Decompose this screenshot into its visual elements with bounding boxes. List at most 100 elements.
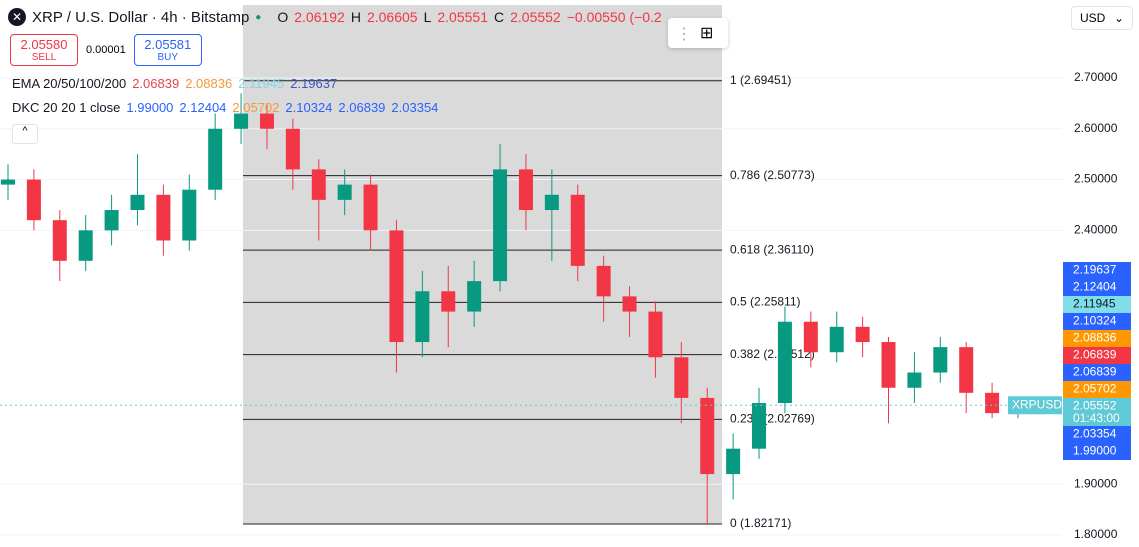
candle-body xyxy=(467,281,482,312)
candle-body xyxy=(777,321,792,403)
candle-body xyxy=(363,184,378,231)
fib-label: 0.5 (2.25811) xyxy=(730,295,801,309)
price-label-box xyxy=(1063,443,1131,460)
symbol[interactable]: XRP / U.S. Dollar · 4h · Bitstamp xyxy=(32,8,250,26)
candle-body xyxy=(182,189,197,241)
candle-body xyxy=(259,113,274,129)
indicator-value: 2.12404 xyxy=(179,100,227,115)
candle-body xyxy=(78,230,93,261)
y-tick-label: 1.80000 xyxy=(1074,527,1118,541)
fib-label: 0.382 (2.15512) xyxy=(730,347,815,361)
candle-body xyxy=(622,296,637,312)
candle-body xyxy=(933,347,948,373)
trade-panel: 2.05580 SELL 0.00001 2.05581 BUY xyxy=(10,34,202,66)
y-tick-label: 2.50000 xyxy=(1074,172,1118,186)
price-label-box xyxy=(1063,398,1131,426)
candle-body xyxy=(700,397,715,475)
price-label: 2.05552 xyxy=(1073,399,1117,413)
chevron: ⌄ xyxy=(1113,11,1124,25)
candle-body xyxy=(648,311,663,358)
fib-label: 1 (2.69451) xyxy=(730,73,791,87)
ohlc-value: 2.06192 xyxy=(294,9,345,25)
candle-body xyxy=(674,357,689,398)
ohlc-key: O xyxy=(277,9,289,25)
price-label: 2.03354 xyxy=(1073,427,1117,441)
ohlc-key: L xyxy=(423,9,432,25)
price-label-box xyxy=(1063,381,1131,398)
candle-body xyxy=(52,220,67,261)
candle-body xyxy=(959,347,974,393)
candle-body xyxy=(518,169,533,211)
candle-body xyxy=(544,194,559,211)
y-tick-label: 1.90000 xyxy=(1074,476,1118,490)
price-label-box xyxy=(1063,296,1131,313)
currency-select[interactable]: USD ⌄ xyxy=(1071,6,1133,30)
candle-body xyxy=(389,230,404,343)
fib-label: 0.236 (2.02769) xyxy=(730,412,815,426)
drag-handle: ⋮ xyxy=(676,26,692,43)
candle-body xyxy=(285,128,300,170)
symbol-tag xyxy=(1008,396,1062,415)
candle-body xyxy=(596,265,611,297)
collapse-button[interactable]: ^ xyxy=(12,124,38,144)
price-label-box xyxy=(1063,313,1131,330)
fib-label: 0 (1.82171) xyxy=(730,516,791,530)
price-label-box xyxy=(1063,330,1131,347)
indicator-name: DKC 20 20 1 close xyxy=(12,100,121,115)
indicator-value: 2.10324 xyxy=(285,100,333,115)
candle-body xyxy=(234,113,249,129)
price-label-box xyxy=(1063,279,1131,296)
spread: 0.00001 xyxy=(86,44,126,56)
candle-body xyxy=(1,179,15,185)
indicator-value: 2.05702 xyxy=(232,100,280,115)
price-label: 2.19637 xyxy=(1073,263,1117,277)
candle-body xyxy=(881,342,896,388)
candle-body xyxy=(493,169,508,282)
indicator-legend: EMA 20/50/100/200 2.06839 2.08836 2.11945 2.… xyxy=(12,76,337,91)
price-label: 1.99000 xyxy=(1073,444,1117,458)
candle-body xyxy=(156,194,171,241)
price-label: 2.06839 xyxy=(1073,365,1117,379)
indicator-value: 2.11945 xyxy=(238,76,285,91)
candle-body xyxy=(208,128,223,190)
candle-body xyxy=(985,392,1000,414)
countdown: 01:43:00 xyxy=(1073,411,1120,425)
price-label: 2.05702 xyxy=(1073,382,1117,396)
buy-label: BUY xyxy=(157,52,179,63)
price-label: 2.12404 xyxy=(1073,280,1117,294)
candle-body xyxy=(441,291,456,312)
ohlc-key: C xyxy=(493,9,505,25)
price-label: 2.08836 xyxy=(1073,331,1117,345)
candle-body xyxy=(311,169,326,200)
candle-body xyxy=(726,448,741,475)
status-dot: ● xyxy=(255,11,262,23)
sell-price: 2.05580 xyxy=(20,37,68,52)
change: −0.00550 (−0.2 xyxy=(566,9,662,25)
buy-button[interactable]: 2.05581 BUY xyxy=(133,34,202,66)
indicator-value: 1.99000 xyxy=(126,100,174,115)
indicator-legend: DKC 20 20 1 close 1.99000 2.12404 2.05702 2.… xyxy=(12,100,438,115)
candle-body xyxy=(570,194,585,266)
toolbar[interactable]: ⋮ ⊞ xyxy=(668,18,728,48)
sell-label: SELL xyxy=(31,52,57,63)
price-label-box xyxy=(1063,364,1131,381)
symbol-tag-text: XRPUSD xyxy=(1012,397,1062,411)
object-tree[interactable]: ⊞ xyxy=(700,25,714,42)
y-tick-label: 2.60000 xyxy=(1074,121,1118,135)
price-label-box xyxy=(1063,426,1131,443)
indicator-value: 2.19637 xyxy=(290,76,338,91)
candle-body xyxy=(104,210,119,231)
indicator-value: 2.03354 xyxy=(391,100,439,115)
candle-body xyxy=(907,372,922,388)
y-tick-label: 2.70000 xyxy=(1074,70,1118,84)
price-label-box xyxy=(1063,262,1131,279)
ohlc-value: 2.05551 xyxy=(437,9,488,25)
buy-price: 2.05581 xyxy=(144,37,192,52)
price-label: 2.10324 xyxy=(1073,314,1117,328)
candle-body xyxy=(130,194,145,211)
price-label-box xyxy=(1063,347,1131,364)
candle-body xyxy=(855,326,870,343)
sell-button[interactable]: 2.05580 SELL xyxy=(10,34,78,66)
